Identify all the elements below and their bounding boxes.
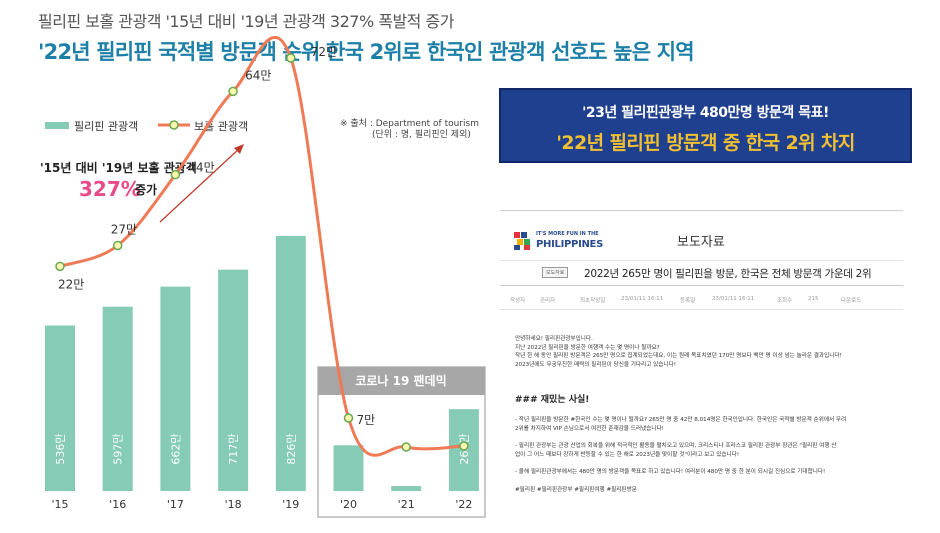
- line-value-label: 7만: [357, 413, 376, 427]
- x-tick-label: '16: [109, 498, 126, 511]
- line-value-label: 44만: [188, 161, 214, 175]
- logo-tagline: IT'S MORE FUN IN THE: [536, 231, 599, 237]
- logo-mark-icon: [514, 232, 530, 250]
- divider: [500, 285, 903, 286]
- divider: [500, 260, 903, 261]
- line-point: [170, 169, 181, 180]
- divider: [500, 309, 903, 310]
- legend-bar-label: 필리핀 관광객: [74, 120, 138, 133]
- source-note: ※ 출처 : Department of tourism: [340, 117, 479, 129]
- fact-line: - 필리핀 관광부는 관광 산업의 회복을 위해 적극적인 활동을 펼치오고 있…: [515, 443, 837, 449]
- annotation-percent: 327%: [79, 177, 141, 201]
- body-line: 2023년에도 무궁무진한 매력의 필리핀이 당신을 기다리고 있습니다!: [515, 361, 676, 368]
- bar-3: [218, 269, 249, 491]
- line-point: [459, 441, 469, 451]
- x-tick-label: '17: [167, 498, 184, 511]
- legend-bar-swatch: [45, 122, 69, 129]
- bar-value-label: 826만: [285, 433, 298, 464]
- x-tick-label: '22: [455, 498, 472, 511]
- line-value-label: 27만: [111, 223, 137, 237]
- banner-line1: '23년 필리핀관광부 480만명 방문객 목표!: [582, 105, 829, 121]
- fact-line: 2위를 차지하여 VIP 손님으로서 여전한 존재감을 드러냈습니다!: [515, 425, 664, 432]
- legend-line-label: 보홀 관광객: [194, 120, 248, 133]
- body-line: 작년 한 해 동안 필리핀 방문객은 265만 명으로 집계되었는데요, 이는 …: [515, 353, 842, 359]
- banner-line2: '22년 필리핀 방문객 중 한국 2위 차지: [556, 132, 855, 154]
- meta-created: 23/01/11 16:11: [621, 296, 664, 302]
- line-value-label: 22만: [58, 277, 84, 291]
- hashtags: #필리핀 #필리핀관광부 #필리핀여행 #필리핀방문: [515, 486, 637, 493]
- fact-line: 업이 그 어느 때보다 강하게 반등할 수 있는 한 해로 2023년을 맞이할…: [515, 451, 740, 458]
- bar-value-label: 662만: [169, 433, 182, 464]
- annotation-arrowhead: [234, 144, 244, 154]
- philippines-logo: IT'S MORE FUN IN THE PHILIPPINES: [512, 228, 622, 258]
- divider: [500, 210, 903, 211]
- x-tick-label: '21: [398, 498, 415, 511]
- covid-label: 코로나 19 팬데믹: [355, 373, 446, 388]
- bar-2: [160, 286, 191, 491]
- covid-label-bg: [318, 367, 485, 395]
- download-link[interactable]: 다운로드: [841, 298, 862, 304]
- meta-author: 관리자: [540, 298, 556, 304]
- body-line: 안녕하세요! 필리핀관광부입니다.: [515, 336, 593, 342]
- legend-line-marker: [169, 120, 179, 130]
- subtitle: 필리핀 보홀 관광객 '15년 대비 '19년 관광객 327% 폭발적 증가: [38, 12, 454, 31]
- x-tick-label: '18: [225, 498, 242, 511]
- press-headline: 2022년 265만 명이 필리핀을 방문, 한국은 전체 방문객 가운데 2위: [584, 268, 872, 280]
- line-value-label: 64만: [245, 68, 271, 82]
- fact-line: - 작년 필리핀을 방문한 #한국인 수는 몇 명이나 될까요? 265만 명 …: [515, 417, 847, 423]
- unit-note: (단위 : 명, 필리핀인 제외): [372, 128, 471, 140]
- line-point: [55, 261, 65, 272]
- annotation-suffix: 증가: [135, 182, 157, 197]
- press-body: 안녕하세요! 필리핀관광부입니다. 지난 2022년 필리핀을 방문한 여행객 …: [515, 335, 895, 369]
- press-facts: - 작년 필리핀을 방문한 #한국인 수는 몇 명이나 될까요? 265만 명 …: [515, 416, 895, 494]
- x-tick-label: '15: [51, 498, 68, 511]
- bar-4: [275, 236, 306, 491]
- page-title: '22년 필리핀 국적별 방문객 순위 한국 2위로 한국인 관광객 선호도 높…: [38, 40, 695, 64]
- press-tag: 보도자료: [542, 267, 569, 278]
- meta-registered-label: 등록일: [680, 298, 696, 304]
- line-value-label: 72만: [311, 45, 337, 59]
- line-point: [112, 240, 123, 251]
- bar-6: [391, 486, 422, 491]
- bar-1: [102, 306, 133, 491]
- bar-value-label: 597만: [112, 433, 125, 464]
- annotation-arrow: [159, 147, 241, 223]
- meta-views-label: 조회수: [777, 298, 793, 304]
- line-point: [343, 413, 354, 423]
- press-release: IT'S MORE FUN IN THE PHILIPPINES 보도자료 보도…: [500, 210, 903, 518]
- body-line: 지난 2022년 필리핀을 방문한 여행객 수는 몇 명이나 될까요?: [515, 344, 660, 351]
- bar-5: [333, 445, 364, 491]
- meta-author-label: 작성자: [510, 298, 526, 304]
- bar-value-label: 717만: [227, 433, 240, 464]
- line-point: [286, 53, 296, 63]
- meta-views: 215: [808, 296, 819, 302]
- logo-name: PHILIPPINES: [536, 239, 603, 250]
- section-heading: ### 재밌는 사실!: [515, 395, 590, 405]
- x-tick-label: '20: [340, 498, 357, 511]
- line-point: [401, 442, 411, 452]
- annotation-text: '15년 대비 '19년 보홀 관광객: [40, 160, 197, 175]
- bar-value-label: 536만: [54, 433, 67, 464]
- x-tick-label: '19: [282, 498, 299, 511]
- bar-0: [45, 325, 75, 491]
- meta-registered: 23/01/11 16:11: [712, 296, 755, 302]
- meta-created-label: 최초작성일: [580, 298, 606, 304]
- line-series-boholl: [59, 36, 464, 457]
- goal-banner: '23년 필리핀관광부 480만명 방문객 목표! '22년 필리핀 방문객 중…: [499, 88, 912, 163]
- press-title: 보도자료: [677, 235, 725, 250]
- visitor-chart: 필리핀 관광객 보홀 관광객 ※ 출처 : Department of tour…: [40, 36, 486, 518]
- line-point: [228, 86, 238, 97]
- fact-line: - 올해 필리핀관광부에서는 480만 명의 방문객을 목표로 하고 있습니다!…: [515, 469, 826, 475]
